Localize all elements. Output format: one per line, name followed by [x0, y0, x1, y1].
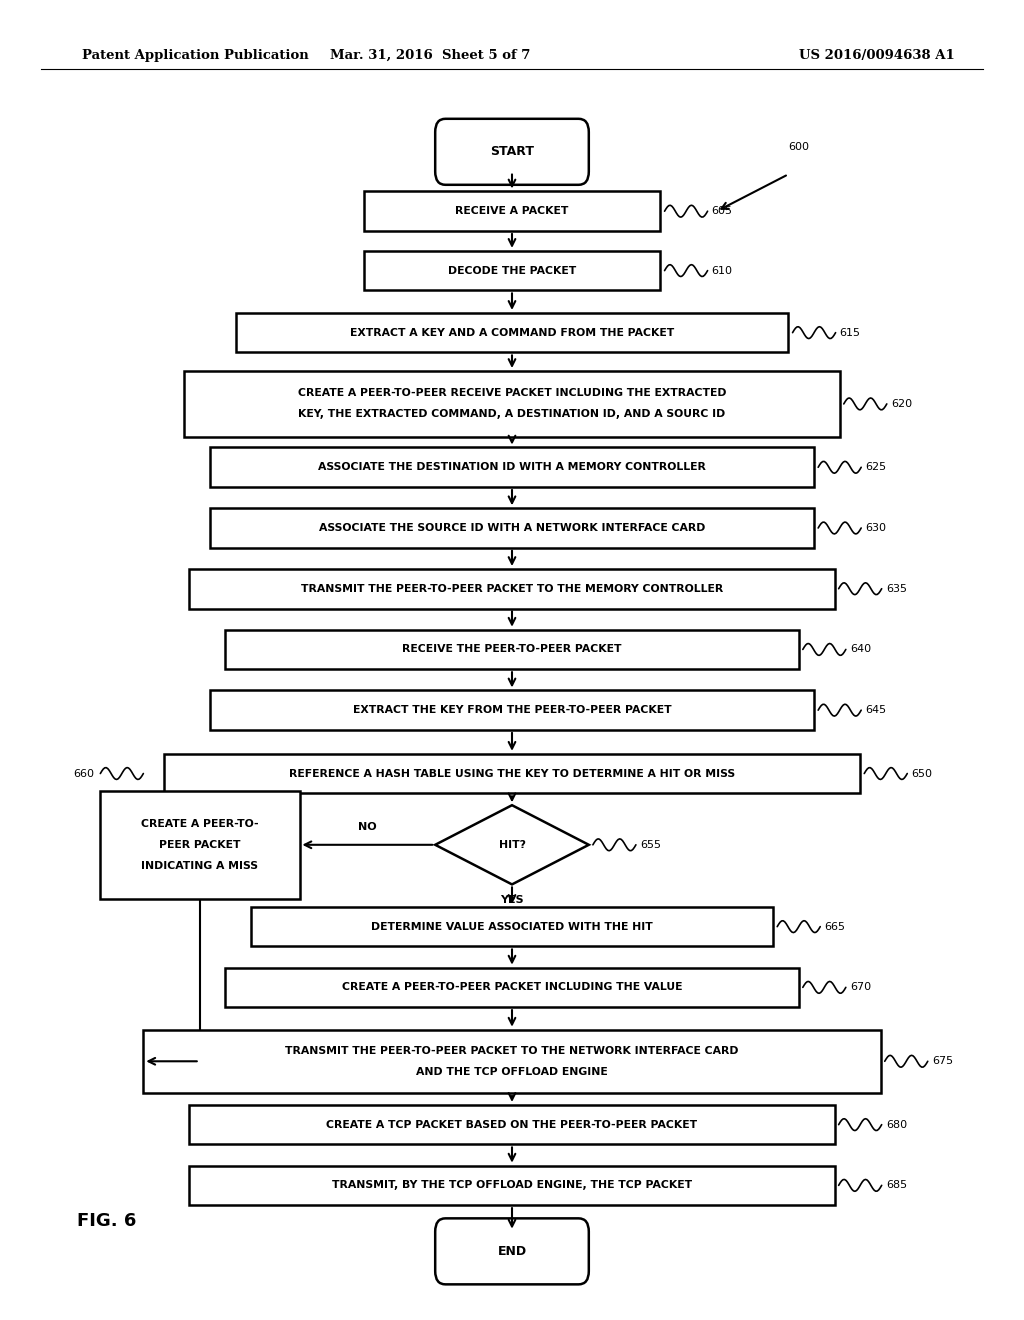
Text: EXTRACT THE KEY FROM THE PEER-TO-PEER PACKET: EXTRACT THE KEY FROM THE PEER-TO-PEER PA…: [352, 705, 672, 715]
Text: 610: 610: [712, 265, 733, 276]
Text: 625: 625: [865, 462, 887, 473]
Text: Mar. 31, 2016  Sheet 5 of 7: Mar. 31, 2016 Sheet 5 of 7: [330, 49, 530, 62]
Text: TRANSMIT THE PEER-TO-PEER PACKET TO THE NETWORK INTERFACE CARD: TRANSMIT THE PEER-TO-PEER PACKET TO THE …: [286, 1045, 738, 1056]
Text: Patent Application Publication: Patent Application Publication: [82, 49, 308, 62]
Bar: [189, 1105, 835, 1144]
Bar: [143, 1030, 881, 1093]
Text: 620: 620: [891, 399, 912, 409]
Text: 630: 630: [865, 523, 887, 533]
Polygon shape: [435, 805, 589, 884]
Bar: [189, 1166, 835, 1205]
Bar: [364, 251, 660, 290]
Bar: [189, 569, 835, 609]
Bar: [184, 371, 840, 437]
Text: PEER PACKET: PEER PACKET: [159, 840, 241, 850]
Text: TRANSMIT THE PEER-TO-PEER PACKET TO THE MEMORY CONTROLLER: TRANSMIT THE PEER-TO-PEER PACKET TO THE …: [301, 583, 723, 594]
Bar: [225, 968, 799, 1007]
Bar: [164, 754, 860, 793]
Text: ASSOCIATE THE SOURCE ID WITH A NETWORK INTERFACE CARD: ASSOCIATE THE SOURCE ID WITH A NETWORK I…: [318, 523, 706, 533]
Text: 675: 675: [932, 1056, 953, 1067]
Text: CREATE A PEER-TO-PEER PACKET INCLUDING THE VALUE: CREATE A PEER-TO-PEER PACKET INCLUDING T…: [342, 982, 682, 993]
Bar: [210, 508, 814, 548]
Text: YES: YES: [500, 895, 524, 906]
Text: 670: 670: [850, 982, 871, 993]
FancyBboxPatch shape: [435, 1218, 589, 1284]
Text: 650: 650: [911, 768, 933, 779]
Text: 665: 665: [824, 921, 846, 932]
Bar: [236, 313, 788, 352]
Text: END: END: [498, 1245, 526, 1258]
Text: ASSOCIATE THE DESTINATION ID WITH A MEMORY CONTROLLER: ASSOCIATE THE DESTINATION ID WITH A MEMO…: [318, 462, 706, 473]
Text: 605: 605: [712, 206, 733, 216]
Text: 680: 680: [886, 1119, 907, 1130]
Text: US 2016/0094638 A1: US 2016/0094638 A1: [799, 49, 954, 62]
Text: HIT?: HIT?: [499, 840, 525, 850]
Text: KEY, THE EXTRACTED COMMAND, A DESTINATION ID, AND A SOURC ID: KEY, THE EXTRACTED COMMAND, A DESTINATIO…: [298, 409, 726, 420]
Text: TRANSMIT, BY THE TCP OFFLOAD ENGINE, THE TCP PACKET: TRANSMIT, BY THE TCP OFFLOAD ENGINE, THE…: [332, 1180, 692, 1191]
Text: DETERMINE VALUE ASSOCIATED WITH THE HIT: DETERMINE VALUE ASSOCIATED WITH THE HIT: [371, 921, 653, 932]
Bar: [225, 630, 799, 669]
Text: 655: 655: [640, 840, 662, 850]
Text: NO: NO: [358, 821, 377, 832]
Text: 640: 640: [850, 644, 871, 655]
Text: 600: 600: [788, 141, 810, 152]
Bar: [251, 907, 773, 946]
Text: EXTRACT A KEY AND A COMMAND FROM THE PACKET: EXTRACT A KEY AND A COMMAND FROM THE PAC…: [350, 327, 674, 338]
Text: CREATE A PEER-TO-: CREATE A PEER-TO-: [141, 818, 258, 829]
Text: 615: 615: [840, 327, 861, 338]
Text: 685: 685: [886, 1180, 907, 1191]
Text: RECEIVE THE PEER-TO-PEER PACKET: RECEIVE THE PEER-TO-PEER PACKET: [402, 644, 622, 655]
Bar: [364, 191, 660, 231]
Text: CREATE A PEER-TO-PEER RECEIVE PACKET INCLUDING THE EXTRACTED: CREATE A PEER-TO-PEER RECEIVE PACKET INC…: [298, 388, 726, 399]
Text: START: START: [490, 145, 534, 158]
FancyBboxPatch shape: [435, 119, 589, 185]
Bar: [210, 447, 814, 487]
Text: AND THE TCP OFFLOAD ENGINE: AND THE TCP OFFLOAD ENGINE: [416, 1067, 608, 1077]
Text: FIG. 6: FIG. 6: [77, 1212, 136, 1230]
Bar: [210, 690, 814, 730]
Text: INDICATING A MISS: INDICATING A MISS: [141, 861, 258, 871]
Text: REFERENCE A HASH TABLE USING THE KEY TO DETERMINE A HIT OR MISS: REFERENCE A HASH TABLE USING THE KEY TO …: [289, 768, 735, 779]
Text: 635: 635: [886, 583, 907, 594]
Text: DECODE THE PACKET: DECODE THE PACKET: [447, 265, 577, 276]
Text: RECEIVE A PACKET: RECEIVE A PACKET: [456, 206, 568, 216]
Bar: [100, 791, 299, 899]
Text: CREATE A TCP PACKET BASED ON THE PEER-TO-PEER PACKET: CREATE A TCP PACKET BASED ON THE PEER-TO…: [327, 1119, 697, 1130]
Text: 660: 660: [73, 768, 94, 779]
Text: 645: 645: [865, 705, 887, 715]
